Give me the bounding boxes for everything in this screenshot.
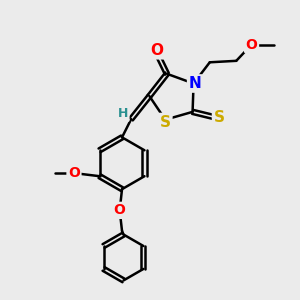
Text: O: O [150, 43, 163, 58]
Text: O: O [114, 203, 126, 218]
Text: H: H [118, 107, 128, 120]
Text: O: O [68, 166, 80, 180]
Text: O: O [246, 38, 257, 52]
Text: S: S [160, 115, 171, 130]
Text: N: N [189, 76, 201, 91]
Text: S: S [214, 110, 225, 125]
